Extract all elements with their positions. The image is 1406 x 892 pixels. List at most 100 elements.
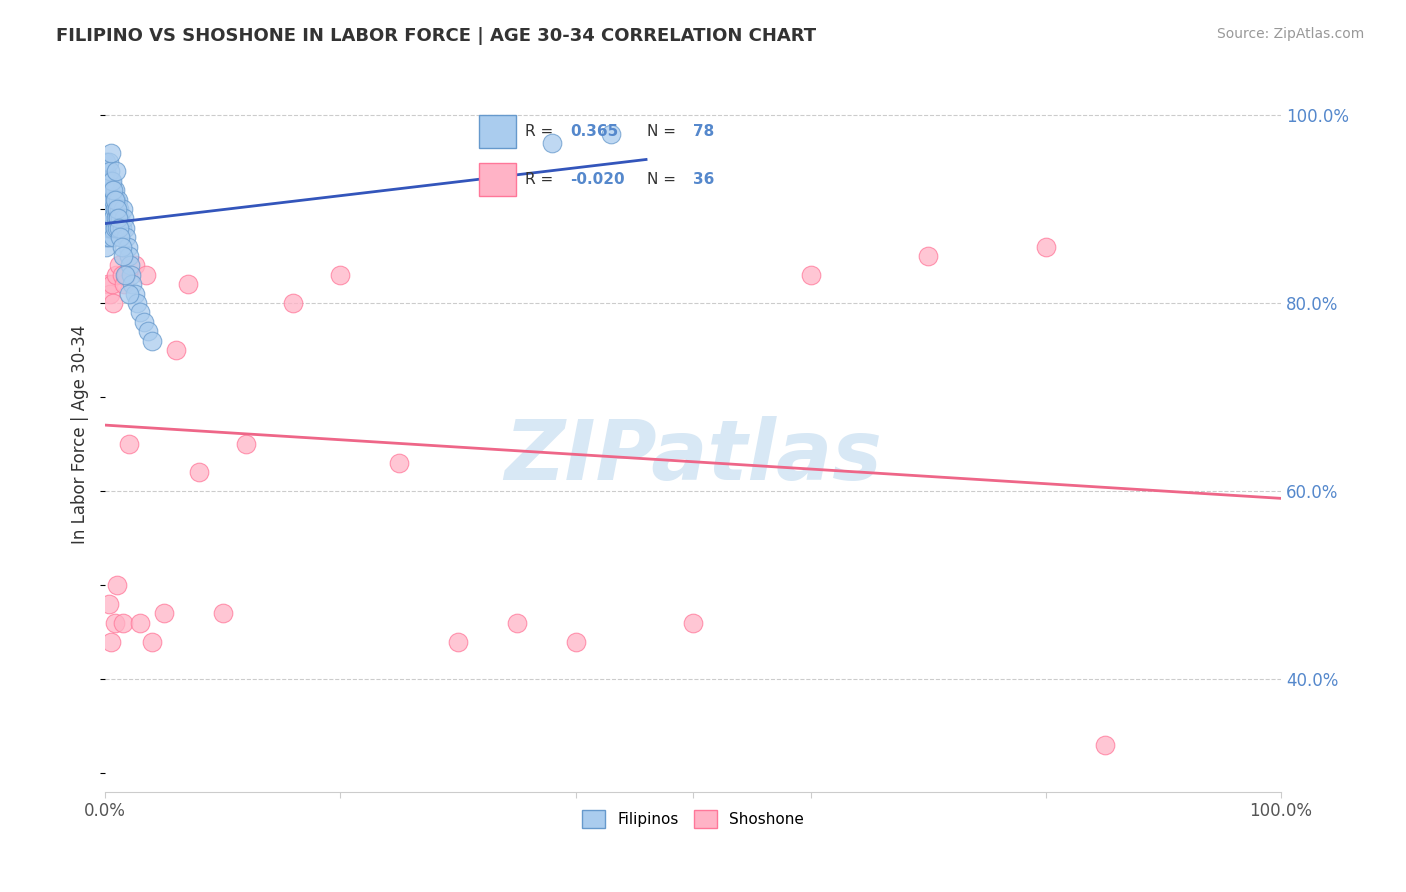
Point (564, 634, 586, 648)
Y-axis label: In Labor Force | Age 30-34: In Labor Force | Age 30-34 (72, 325, 89, 544)
Point (124, 286, 146, 301)
Point (129, 305, 152, 319)
Point (104, 193, 127, 207)
Point (111, 220, 134, 235)
Point (118, 286, 141, 301)
Point (108, 220, 131, 235)
Point (96, 230, 118, 244)
Point (97, 202, 120, 216)
Point (98, 193, 121, 207)
Point (117, 240, 139, 254)
Point (96, 211, 118, 226)
Point (97, 597, 120, 611)
Point (97, 155, 120, 169)
Point (800, 268, 823, 282)
Point (96, 183, 118, 197)
Point (118, 249, 141, 263)
Point (98, 286, 121, 301)
Point (97, 220, 120, 235)
Point (111, 249, 134, 263)
Point (124, 259, 146, 273)
Point (104, 183, 127, 197)
Point (100, 174, 122, 188)
Point (111, 615, 134, 630)
Point (97, 202, 120, 216)
Point (98, 183, 121, 197)
Point (235, 437, 257, 451)
Point (188, 465, 211, 479)
Point (132, 315, 155, 329)
Point (96, 240, 118, 254)
Point (115, 268, 138, 282)
Point (98, 164, 121, 178)
Point (96, 220, 118, 235)
Point (96, 193, 118, 207)
Point (1094, 738, 1116, 752)
Point (129, 615, 152, 630)
Point (541, 136, 564, 151)
Point (104, 202, 127, 216)
Point (112, 277, 135, 292)
Point (506, 615, 529, 630)
Point (104, 211, 127, 226)
Point (97, 193, 120, 207)
Text: FILIPINO VS SHOSHONE IN LABOR FORCE | AGE 30-34 CORRELATION CHART: FILIPINO VS SHOSHONE IN LABOR FORCE | AG… (56, 27, 817, 45)
Point (96, 174, 118, 188)
Point (96, 164, 118, 178)
Point (96, 155, 118, 169)
Point (121, 277, 143, 292)
Point (104, 268, 127, 282)
Text: Source: ZipAtlas.com: Source: ZipAtlas.com (1216, 27, 1364, 41)
Point (101, 183, 124, 197)
Point (107, 211, 129, 226)
Point (101, 277, 124, 292)
Point (103, 193, 125, 207)
Point (98, 202, 121, 216)
Point (103, 230, 125, 244)
Point (97, 277, 120, 292)
Point (97, 174, 120, 188)
Point (107, 193, 129, 207)
Point (97, 193, 120, 207)
Point (100, 145, 122, 160)
Point (111, 240, 134, 254)
Point (211, 607, 233, 621)
Point (96, 202, 118, 216)
Point (176, 277, 198, 292)
Point (447, 634, 470, 648)
Point (105, 220, 128, 235)
Point (125, 296, 148, 310)
Point (97, 183, 120, 197)
Point (115, 230, 138, 244)
Point (165, 343, 187, 357)
Point (107, 211, 129, 226)
Point (153, 607, 176, 621)
Point (100, 211, 122, 226)
Point (114, 220, 136, 235)
Point (105, 202, 128, 216)
Point (917, 249, 939, 263)
Text: ZIPatlas: ZIPatlas (505, 416, 882, 497)
Point (110, 230, 132, 244)
Point (105, 202, 128, 216)
Point (103, 183, 125, 197)
Point (283, 296, 305, 310)
Point (110, 211, 132, 226)
Point (97, 211, 120, 226)
Point (104, 164, 127, 178)
Point (112, 211, 135, 226)
Point (104, 193, 127, 207)
Point (599, 127, 621, 141)
Point (101, 220, 124, 235)
Point (101, 202, 124, 216)
Point (111, 202, 134, 216)
Point (104, 220, 127, 235)
Point (1035, 240, 1057, 254)
Point (141, 334, 163, 348)
Point (135, 268, 157, 282)
Point (101, 174, 124, 188)
Point (104, 615, 127, 630)
Point (141, 634, 163, 648)
Point (388, 456, 411, 470)
Point (136, 324, 159, 338)
